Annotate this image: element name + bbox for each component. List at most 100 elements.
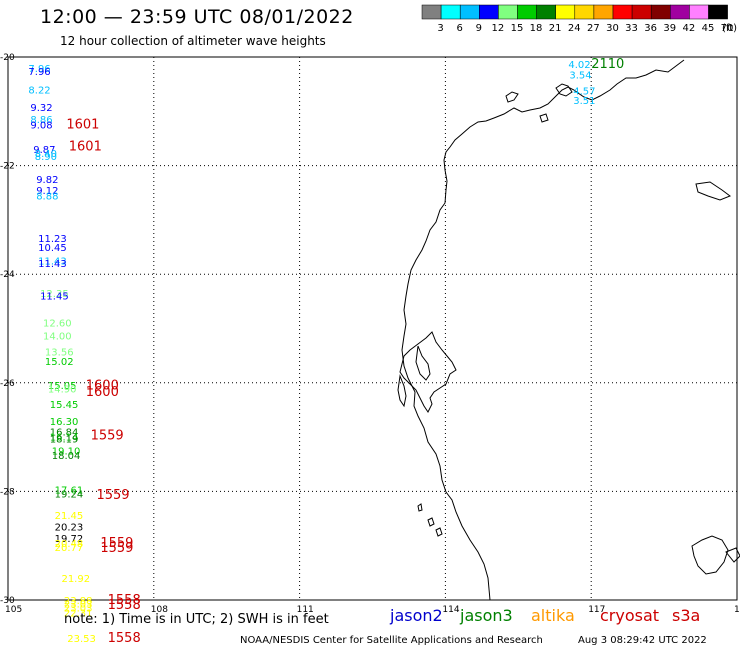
map-grid: 105 108 111 114 117 120 -20 -22 -24 -26 -28 -30 xyxy=(0,53,740,615)
legend-swatch xyxy=(593,4,614,20)
legend-swatch xyxy=(517,4,537,20)
wave-height-label: 20.77 xyxy=(55,543,84,554)
pass-time-label: 1559 xyxy=(91,428,124,443)
mission-label-jason2: jason2 xyxy=(390,606,443,625)
legend-swatch xyxy=(459,4,480,20)
wave-height-label: 15.02 xyxy=(45,357,74,368)
wave-height-label: 9.82 xyxy=(36,175,58,186)
wave-height-label: 8.40 xyxy=(35,149,57,160)
latitude-tick-label: -30 xyxy=(0,596,15,606)
latitude-tick-label: -22 xyxy=(0,162,15,172)
longitude-tick-label: 117 xyxy=(588,605,605,615)
credit-text: NOAA/NESDIS Center for Satellite Applica… xyxy=(240,635,543,646)
wave-height-label: 4.02 xyxy=(568,60,590,71)
timestamp-text: Aug 3 08:29:42 UTC 2022 xyxy=(578,635,707,646)
east-land-fragment-2 xyxy=(691,535,729,575)
wave-height-label: 22.31 xyxy=(64,608,93,619)
wave-height-label: 4.57 xyxy=(573,86,595,97)
wave-height-label: 10.45 xyxy=(38,243,67,254)
island-c xyxy=(435,527,443,537)
wave-height-label: 7.96 xyxy=(28,67,50,78)
legend-label: 36 xyxy=(644,23,657,34)
legend-swatch xyxy=(631,4,652,20)
mission-label-altika: altika xyxy=(531,606,575,625)
east-land-fragment-3 xyxy=(725,547,740,563)
map-subtitle: 12 hour collection of altimeter wave hei… xyxy=(60,34,326,48)
observation-labels: 7.967.968.229.328.869.089.878.408.909.82… xyxy=(28,60,595,645)
latitude-tick-label: -26 xyxy=(0,379,15,389)
pass-time-label: 1601 xyxy=(66,118,99,133)
legend-swatch xyxy=(440,4,461,20)
mission-label-s3a: s3a xyxy=(672,606,701,625)
wave-height-label: 8.90 xyxy=(35,152,57,163)
wave-height-label: 16.14 xyxy=(50,432,79,443)
pass-time-label: 1558 xyxy=(108,593,141,608)
legend-label: 21 xyxy=(549,23,562,34)
pass-time-label: 1600 xyxy=(86,385,119,400)
wave-height-label: 8.22 xyxy=(28,85,50,96)
latitude-tick-label: -20 xyxy=(0,53,15,63)
wave-height-label: 9.32 xyxy=(30,103,52,114)
wave-height-label: 20.23 xyxy=(55,522,84,533)
wave-height-label: 17.61 xyxy=(55,486,84,497)
wave-height-label: 3.54 xyxy=(569,71,591,82)
legend-label: 12 xyxy=(491,23,504,34)
legend-label: 39 xyxy=(663,23,676,34)
map-frame xyxy=(7,56,738,601)
coastline xyxy=(397,59,740,601)
wave-height-label: 12.35 xyxy=(40,289,69,300)
legend-swatch xyxy=(612,4,633,20)
wave-height-label: 11.43 xyxy=(38,256,67,267)
longitude-tick-label: 108 xyxy=(151,605,168,615)
wave-height-label: 8.88 xyxy=(36,191,58,202)
mission-label-jason3: jason3 xyxy=(460,606,513,625)
wave-height-label: 9.08 xyxy=(30,121,52,132)
wave-height-label: 12.60 xyxy=(43,318,72,329)
pass-time-label: 1559 xyxy=(100,536,133,551)
legend-swatch xyxy=(650,4,671,20)
wave-height-label: 20.48 xyxy=(55,539,84,550)
legend-swatch xyxy=(421,4,442,20)
legend-swatch xyxy=(498,4,518,20)
longitude-tick-label: 111 xyxy=(297,605,314,615)
legend-label: 42 xyxy=(682,23,695,34)
legend-label: 70 xyxy=(721,23,734,34)
wave-height-label: 23.88 xyxy=(64,596,93,607)
island-d xyxy=(417,503,423,512)
legend-swatch xyxy=(670,4,690,20)
peron-peninsula xyxy=(415,345,431,381)
legend-label: 18 xyxy=(530,23,543,34)
legend-label: 33 xyxy=(625,23,638,34)
wave-height-label: 7.96 xyxy=(28,64,50,75)
latitude-tick-label: -24 xyxy=(0,270,15,280)
dirk-hartog-island xyxy=(397,374,407,408)
pass-time-label: 1558 xyxy=(108,631,141,646)
mainland-coastline xyxy=(401,59,685,601)
wave-height-label: 16.84 xyxy=(50,427,79,438)
wave-height-label: 23.53 xyxy=(67,634,96,645)
island-b xyxy=(427,517,435,527)
legend-swatch xyxy=(689,4,709,20)
wave-height-label: 18.04 xyxy=(52,451,81,462)
legend-label: 24 xyxy=(568,23,581,34)
color-legend: 3 6 9 12 15 18 21 24 27 30 33 36 39 42 45 70(ft) xyxy=(421,4,737,34)
legend-unit: (ft) xyxy=(722,23,737,34)
legend-label: 9 xyxy=(476,23,482,34)
wave-height-label: 3.51 xyxy=(573,96,595,107)
island-a xyxy=(539,113,549,123)
shark-bay-peninsula xyxy=(399,331,457,413)
mission-label-cryosat: cryosat xyxy=(600,606,660,625)
legend-label: 6 xyxy=(456,23,462,34)
east-land-fragment xyxy=(695,181,732,201)
legend-swatch xyxy=(536,4,556,20)
legend-swatch xyxy=(479,4,499,20)
longitude-tick-label: 105 xyxy=(5,605,22,615)
wave-height-label: 14.00 xyxy=(43,331,72,342)
wave-height-label: 21.45 xyxy=(55,511,84,522)
legend-swatch xyxy=(574,4,595,20)
wave-height-label: 11.23 xyxy=(38,234,67,245)
pass-time-label: 1558 xyxy=(108,598,141,613)
pass-time-label: 1600 xyxy=(86,378,119,393)
time-labels: 1601160116001600155915591559155915581558… xyxy=(66,57,624,646)
